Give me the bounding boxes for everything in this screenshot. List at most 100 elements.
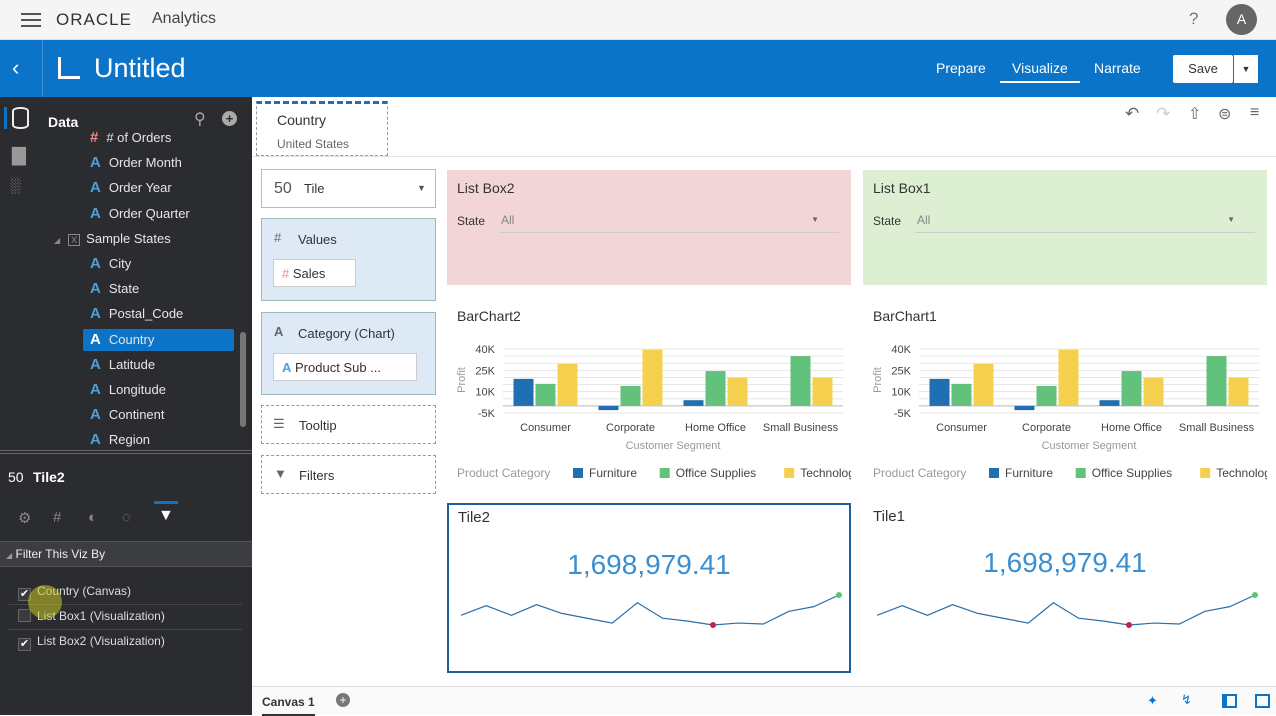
auto-apply-icon[interactable]: ↯ [1181,692,1192,707]
field-item[interactable]: A Postal_Code [90,303,183,325]
state-dropdown[interactable]: All ▼ [499,207,839,233]
legend-label: Furniture [1005,466,1053,480]
values-dropzone[interactable]: # Values # Sales [261,218,436,301]
field-item[interactable]: A Latitude [90,354,155,376]
number-format-icon[interactable]: # [53,509,62,526]
filters-dropzone[interactable]: ▼ Filters [261,455,436,494]
general-settings-icon[interactable]: ⚙ [18,510,32,527]
legend-swatch [573,468,583,478]
x-tick-label: Corporate [1022,422,1071,434]
bar [598,405,619,411]
bar [1036,385,1057,406]
tile-icon: 50 [274,180,292,197]
help-icon[interactable]: ? [1189,9,1199,28]
filter-checkbox[interactable] [18,609,31,622]
x-tick-label: Small Business [763,422,839,434]
state-dropdown[interactable]: All ▼ [915,207,1255,233]
y-tick-label: -5K [478,408,496,420]
analytics-icon[interactable]: ◐ [88,509,98,526]
auto-insights-icon[interactable]: ✦ [1147,693,1158,708]
field-item[interactable]: A Order Month [90,152,182,174]
field-label: Sample States [86,230,171,246]
data-panel: ▇ ░ Data ⚲ + # # of Orders A Order Month A Or… [0,97,252,715]
search-icon[interactable]: ⚲ [194,111,206,128]
sparkline [460,592,842,628]
save-button[interactable]: Save [1173,55,1233,83]
product-sub-pill[interactable]: A Product Sub ... [273,353,417,381]
back-icon[interactable]: ‹ [12,55,20,80]
avatar[interactable]: A [1226,4,1257,35]
country-filter[interactable]: Country United States [256,101,388,156]
analytics-tab-icon[interactable]: ░ [10,177,21,194]
data-tab-icon[interactable] [12,107,29,129]
export-icon[interactable]: ⇧ [1188,106,1202,123]
state-label: State [873,214,902,228]
category-label: Category (Chart) [298,326,395,341]
field-item[interactable]: A State [90,278,139,300]
tile-value: 1,698,979.41 [983,547,1147,578]
bar-chart-2[interactable]: BarChart2 40K 25K 10K -5K Profit Consumer Corpo… [447,300,861,490]
list-box-2[interactable]: List Box2 State All ▼ [447,170,851,285]
legend-swatch [784,468,795,478]
tile-title: Tile1 [873,508,905,525]
tile-1[interactable]: Tile1 1,698,979.41 [863,503,1267,673]
project-title[interactable]: Untitled [94,53,186,83]
legend-swatch [1075,468,1086,478]
brand-logo: ORACLE [56,10,132,29]
field-item[interactable]: A Longitude [90,379,166,401]
redo-icon[interactable]: ↷ [1156,104,1171,123]
attribute-icon: A [282,360,292,375]
canvas-tab[interactable]: Canvas 1 [262,695,315,716]
x-axis-label: Customer Segment [626,440,721,452]
field-item[interactable]: # # of Orders [90,127,171,149]
tree-scrollbar[interactable] [240,332,246,427]
mouse-cursor-highlight [28,585,62,619]
narrate-icon[interactable]: ⊜ [1218,106,1232,123]
filter-tab-icon[interactable]: ▼ [158,507,174,524]
tile-2[interactable]: Tile2 1,698,979.41 [447,503,851,673]
data-source-item[interactable]: ◢ X Sample States [54,228,171,250]
actions-icon[interactable]: ◌ [122,509,131,526]
viz-type-selector[interactable]: 50 Tile ▼ [261,169,436,208]
tab-prepare[interactable]: Prepare [936,60,986,76]
max-point [1252,592,1258,598]
bar [1058,349,1079,406]
attribute-icon: A [274,324,284,339]
product-sub-label: Product Sub ... [295,360,382,375]
filter-section-header[interactable]: ◢ Filter This Viz By [0,541,252,567]
field-item[interactable]: A Order Quarter [90,203,190,225]
toggle-left-panel-icon[interactable] [1222,694,1237,708]
add-canvas-icon[interactable]: + [336,693,350,707]
bar [1143,377,1164,406]
tab-visualize[interactable]: Visualize [1000,60,1080,83]
field-label: State [108,281,140,297]
field-item[interactable]: A Country [83,328,234,351]
attribute-icon: A [90,255,101,272]
undo-icon[interactable]: ↶ [1125,104,1140,123]
toggle-grammar-panel-icon[interactable] [1255,694,1270,708]
menu-icon[interactable]: ≡ [1250,104,1260,121]
bar [705,371,726,406]
add-data-icon[interactable]: + [222,111,237,126]
sales-pill[interactable]: # Sales [273,259,356,287]
save-options-button[interactable]: ▼ [1234,55,1258,83]
y-tick-label: 40K [475,344,495,356]
field-item[interactable]: A Continent [90,404,165,426]
list-box-1[interactable]: List Box1 State All ▼ [863,170,1267,285]
values-label: Values [298,232,337,247]
visualizations-tab-icon[interactable]: ▇ [12,145,26,165]
filter-item[interactable]: ✔ List Box2 (Visualization) [8,631,242,655]
filter-item[interactable]: List Box1 (Visualization) [8,606,242,630]
tooltip-dropzone[interactable]: ☰ Tooltip [261,405,436,444]
field-item[interactable]: A City [90,253,131,275]
tab-narrate[interactable]: Narrate [1094,60,1141,76]
bar-chart-1[interactable]: BarChart1 40K 25K 10K -5K Profit Consumer Corpo… [863,300,1276,490]
collapse-icon: ◢ [6,551,13,560]
field-item[interactable]: A Order Year [90,177,172,199]
category-dropzone[interactable]: A Category (Chart) A Product Sub ... [261,312,436,395]
field-label: City [108,256,132,271]
field-item[interactable]: A Region [90,429,150,451]
filter-checkbox[interactable]: ✔ [18,638,31,651]
hamburger-menu-icon[interactable] [21,13,41,27]
field-label: Postal_Code [108,306,184,322]
